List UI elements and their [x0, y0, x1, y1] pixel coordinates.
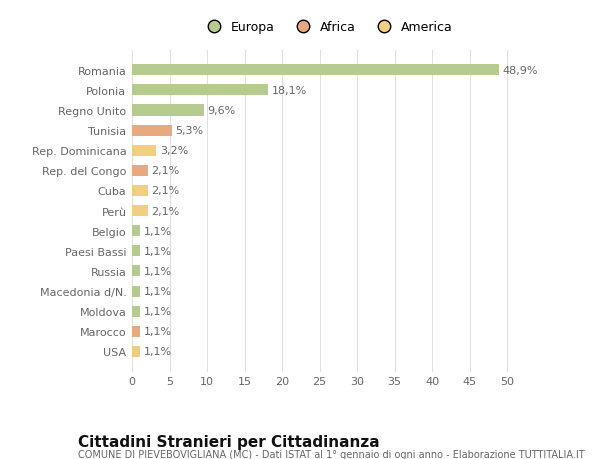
Bar [132, 206, 148, 217]
Text: 48,9%: 48,9% [503, 66, 538, 76]
Text: 1,1%: 1,1% [144, 246, 172, 256]
Bar [132, 246, 140, 257]
Text: 1,1%: 1,1% [144, 286, 172, 297]
Bar [132, 185, 148, 196]
Text: 1,1%: 1,1% [144, 307, 172, 317]
Text: COMUNE DI PIEVEBOVIGLIANA (MC) - Dati ISTAT al 1° gennaio di ogni anno - Elabora: COMUNE DI PIEVEBOVIGLIANA (MC) - Dati IS… [78, 449, 584, 459]
Text: 9,6%: 9,6% [208, 106, 236, 116]
Text: 3,2%: 3,2% [160, 146, 188, 156]
Bar [132, 266, 140, 277]
Text: 2,1%: 2,1% [151, 166, 180, 176]
Text: 1,1%: 1,1% [144, 266, 172, 276]
Bar [132, 165, 148, 177]
Text: 1,1%: 1,1% [144, 327, 172, 336]
Bar [132, 226, 140, 237]
Bar [132, 286, 140, 297]
Bar [132, 105, 204, 116]
Text: 2,1%: 2,1% [151, 186, 180, 196]
Text: 5,3%: 5,3% [176, 126, 203, 136]
Bar [132, 146, 156, 157]
Text: Cittadini Stranieri per Cittadinanza: Cittadini Stranieri per Cittadinanza [78, 434, 380, 449]
Bar [132, 306, 140, 317]
Text: 1,1%: 1,1% [144, 347, 172, 357]
Bar [132, 85, 268, 96]
Bar [132, 125, 172, 136]
Text: 2,1%: 2,1% [151, 206, 180, 216]
Bar [132, 326, 140, 337]
Text: 18,1%: 18,1% [271, 86, 307, 95]
Legend: Europa, Africa, America: Europa, Africa, America [201, 22, 453, 34]
Bar [132, 346, 140, 357]
Bar [132, 65, 499, 76]
Text: 1,1%: 1,1% [144, 226, 172, 236]
